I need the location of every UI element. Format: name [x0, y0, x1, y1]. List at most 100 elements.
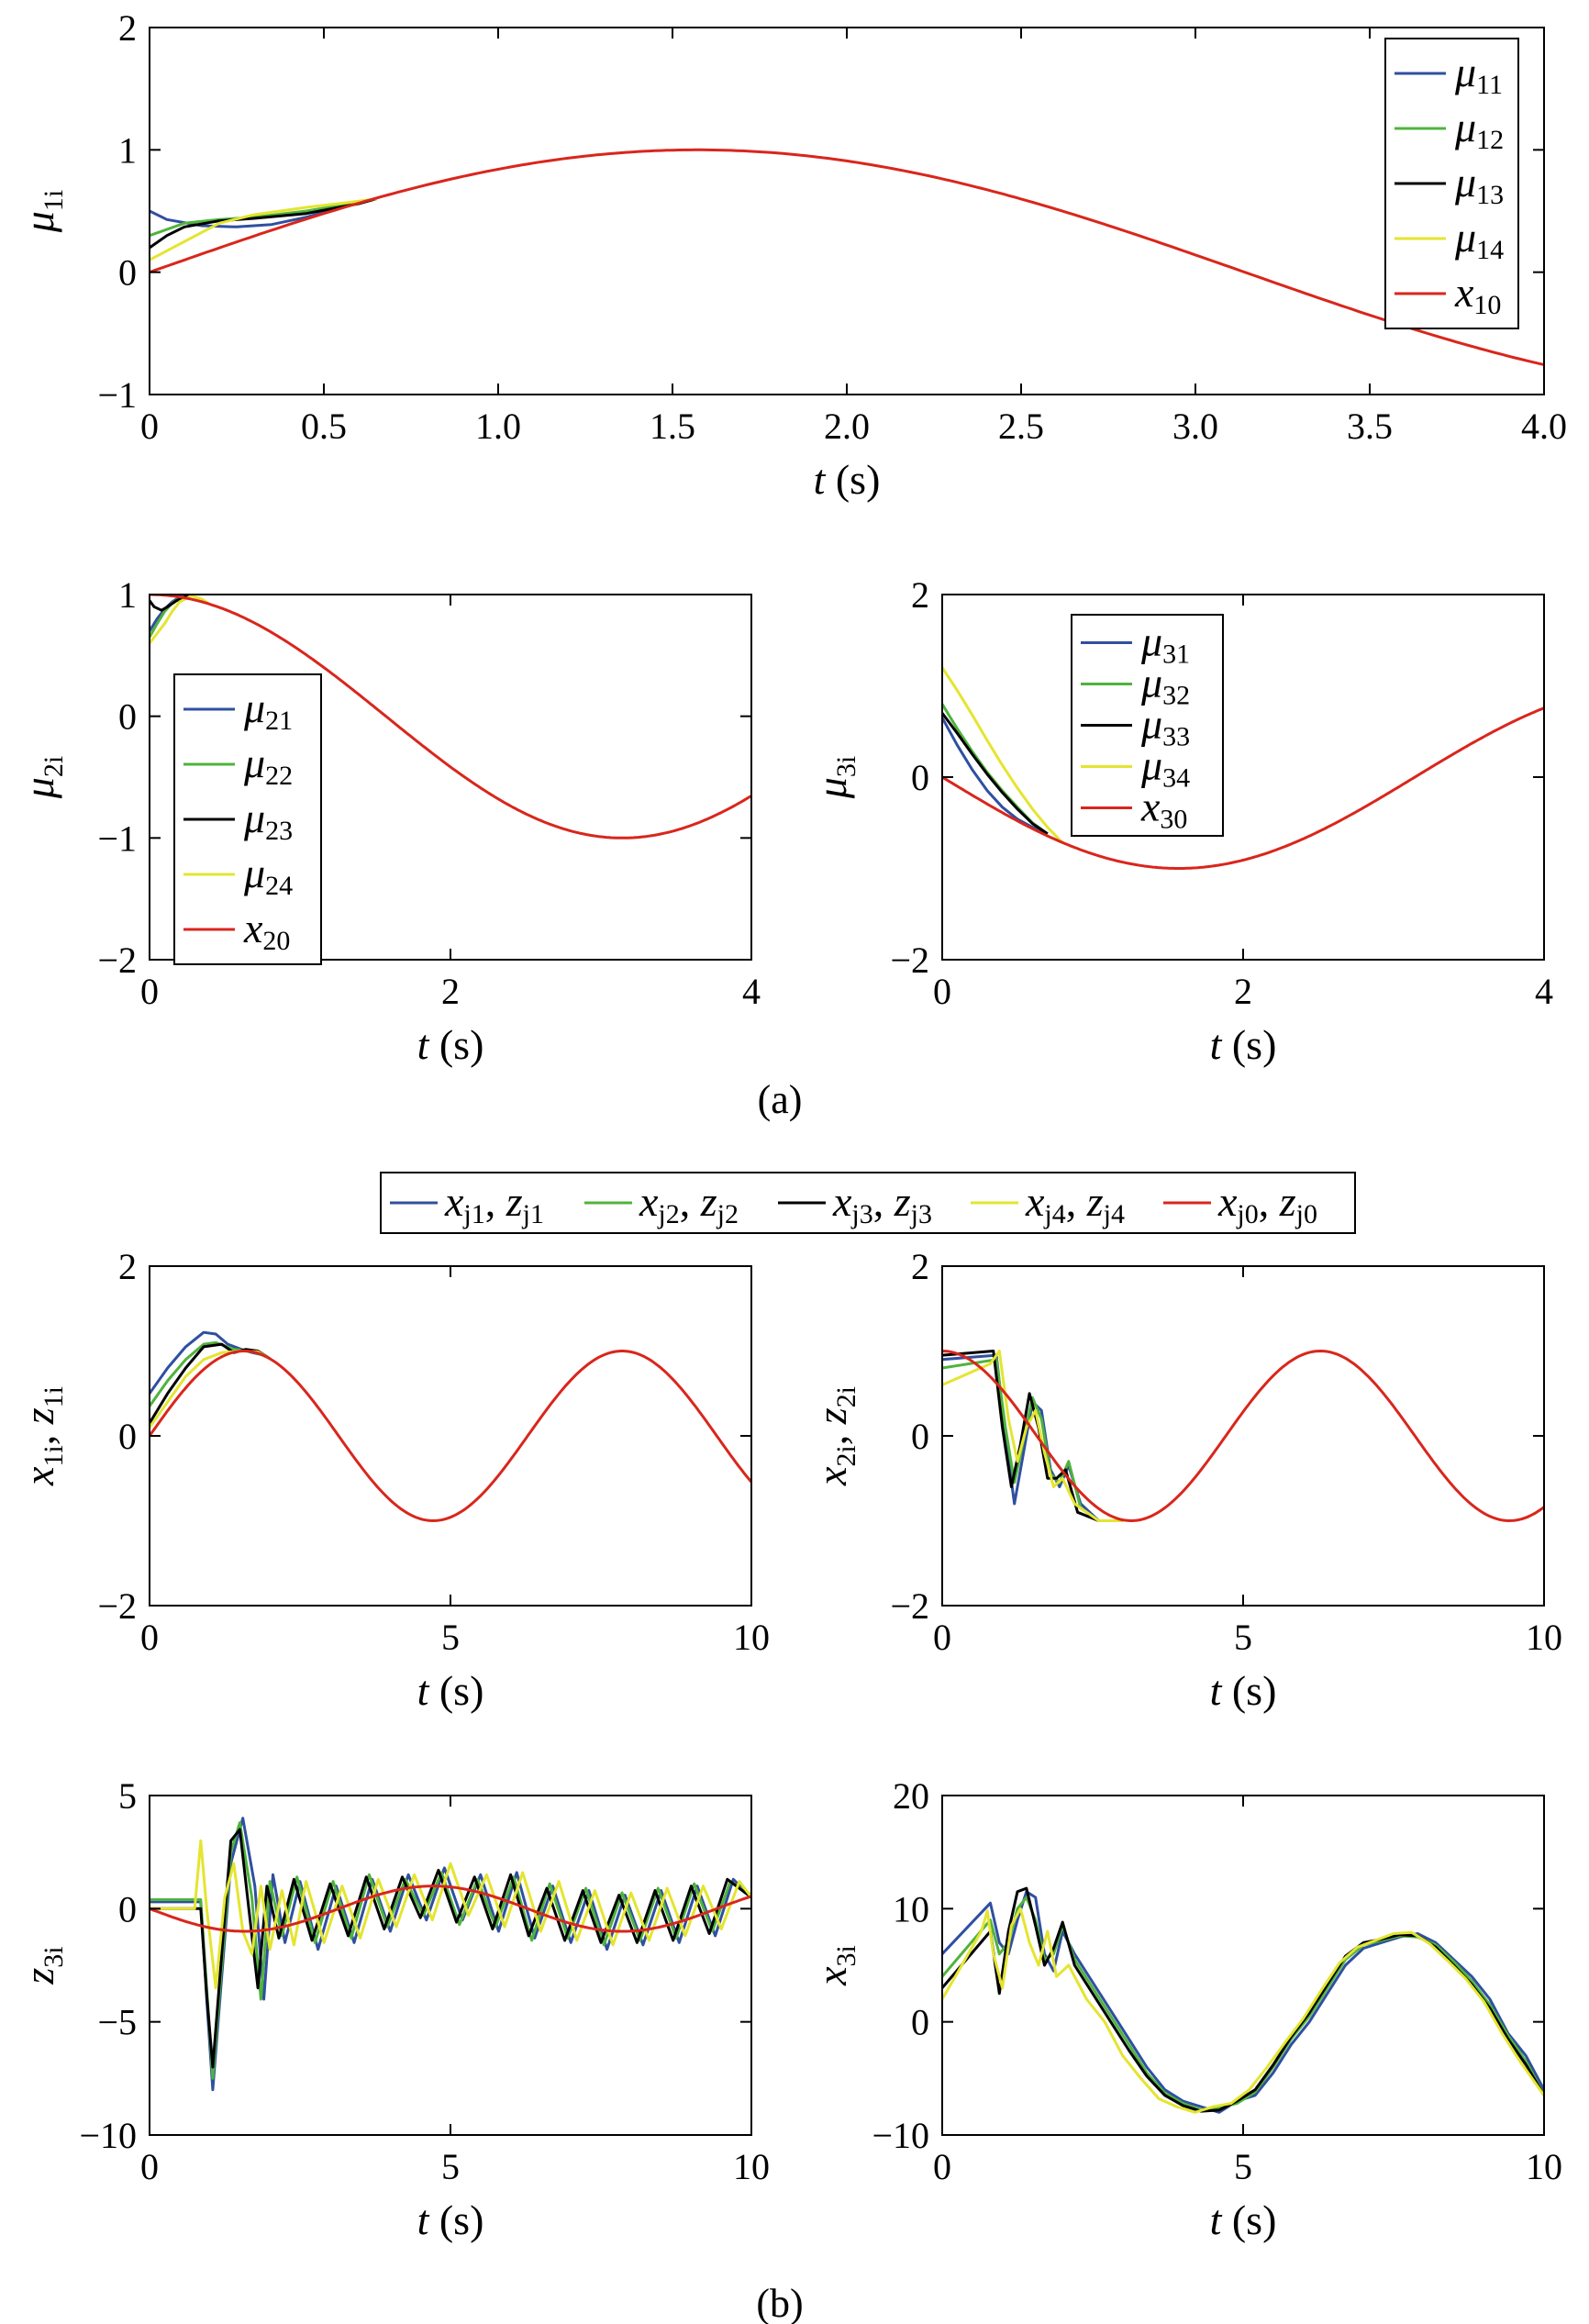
plot-frame: [149, 1265, 752, 1607]
legend-label: μ33: [1140, 701, 1190, 752]
y-tick-label: 0: [118, 1888, 137, 1929]
y-tick-label: −5: [97, 2002, 137, 2043]
series-line-agent4: [150, 197, 377, 261]
shared-legend-label: xj3, zj3: [832, 1178, 932, 1229]
series-line-agent2: [942, 703, 1049, 835]
x-tick-label: 4: [1535, 971, 1553, 1012]
y-tick-label: 2: [118, 1246, 137, 1287]
y-tick-label: 20: [893, 1775, 929, 1817]
series-line-agent2: [150, 1821, 751, 2080]
series-line-leader: [150, 595, 751, 840]
legend-label: x30: [1140, 784, 1187, 835]
series-line-leader: [150, 1885, 751, 1933]
y-tick-label: −1: [97, 817, 137, 859]
series-group: [150, 1817, 751, 2092]
x-tick-label: 5: [441, 1617, 460, 1658]
y-tick-label: 0: [118, 252, 137, 294]
y-tick-label: 1: [118, 129, 137, 171]
x-tick-label: 0: [140, 2146, 159, 2187]
x-axis-label: t (s): [1210, 1667, 1277, 1714]
x-tick-label: 0: [140, 1617, 159, 1658]
x-tick-label: 2.5: [998, 406, 1044, 447]
x-tick-label: 10: [733, 2146, 770, 2187]
series-line-agent3: [942, 712, 1049, 835]
series-line-agent3: [150, 595, 195, 612]
chart-panel-b3: 0 5 10 −10 −5 0 5 t (s) z3i: [16, 1775, 770, 2243]
series-line-agent3: [942, 1886, 1544, 2113]
x-axis-label: t (s): [417, 2196, 484, 2243]
y-axis-label: x2i, z2i: [808, 1386, 861, 1486]
series-line-agent3: [942, 1350, 1123, 1522]
x-tick-label: 5: [441, 2146, 460, 2187]
y-axis-label: x1i, z1i: [16, 1386, 69, 1486]
y-tick-label: −10: [872, 2115, 929, 2156]
y-tick-label: 1: [118, 574, 137, 616]
x-tick-label: 2: [1234, 971, 1252, 1012]
y-tick-label: −2: [97, 940, 137, 981]
x-tick-label: 5: [1234, 1617, 1252, 1658]
y-tick-label: −2: [890, 1585, 929, 1627]
x-tick-label: 0: [140, 406, 159, 447]
series-line-leader: [942, 1350, 1544, 1522]
y-tick-label: 2: [118, 7, 137, 49]
legend-label: μ12: [1454, 104, 1504, 155]
series-group: [150, 1330, 751, 1522]
plot-frame: [149, 27, 1545, 395]
series-line-agent2: [942, 1358, 1123, 1522]
legend-label: μ34: [1140, 742, 1190, 794]
shared-legend: xj1, zj1 xj2, zj2 xj3, zj3 xj4, zj4 xj0, zj0: [380, 1172, 1356, 1234]
shared-legend-label: xj0, zj0: [1217, 1178, 1317, 1229]
legend-label: x20: [243, 905, 290, 956]
series-line-agent2: [942, 1896, 1544, 2112]
x-axis-label: t (s): [417, 1667, 484, 1714]
series-line-agent1: [150, 1817, 751, 2092]
legend-label: μ13: [1454, 159, 1504, 210]
x-tick-label: 1.0: [475, 406, 521, 447]
series-line-leader: [150, 148, 1544, 367]
y-tick-label: 0: [911, 2002, 929, 2043]
legend-label: μ22: [243, 739, 293, 791]
x-tick-label: 1.5: [650, 406, 695, 447]
series-line-agent1: [942, 1890, 1544, 2114]
x-axis-label: t (s): [814, 456, 881, 503]
series-line-agent4: [942, 1350, 1123, 1522]
y-axis-label: z3i: [16, 1946, 69, 1985]
y-tick-label: −10: [79, 2115, 137, 2156]
x-tick-label: 4.0: [1521, 406, 1567, 447]
y-tick-label: 10: [893, 1888, 929, 1929]
series-line-agent4: [150, 1839, 751, 1990]
x-tick-label: 10: [1526, 2146, 1562, 2187]
y-tick-label: −2: [890, 940, 929, 981]
legend-label: μ24: [243, 850, 293, 901]
series-line-leader: [150, 1350, 751, 1522]
series-group: [942, 1350, 1544, 1522]
series-group: [150, 148, 1544, 367]
series-line-agent4: [150, 1350, 271, 1429]
legend-label: x10: [1454, 269, 1501, 320]
series-group: [942, 1886, 1544, 2114]
x-axis-label: t (s): [417, 1021, 484, 1068]
y-tick-label: 0: [911, 757, 929, 798]
x-tick-label: 0.5: [301, 406, 347, 447]
x-tick-label: 3.5: [1347, 406, 1393, 447]
shared-legend-label: xj1, zj1: [444, 1178, 544, 1229]
plot-frame: [941, 1265, 1545, 1607]
x-tick-label: 0: [140, 971, 159, 1012]
legend-label: μ11: [1454, 49, 1503, 100]
x-tick-label: 0: [933, 1617, 951, 1658]
series-line-agent4: [942, 666, 1064, 844]
legend-label: μ23: [243, 795, 293, 846]
x-tick-label: 0: [933, 2146, 951, 2187]
x-axis-label: t (s): [1210, 2196, 1277, 2243]
shared-legend-label: xj4, zj4: [1025, 1178, 1125, 1229]
series-group: [150, 595, 751, 840]
legend-label: μ14: [1454, 214, 1504, 265]
